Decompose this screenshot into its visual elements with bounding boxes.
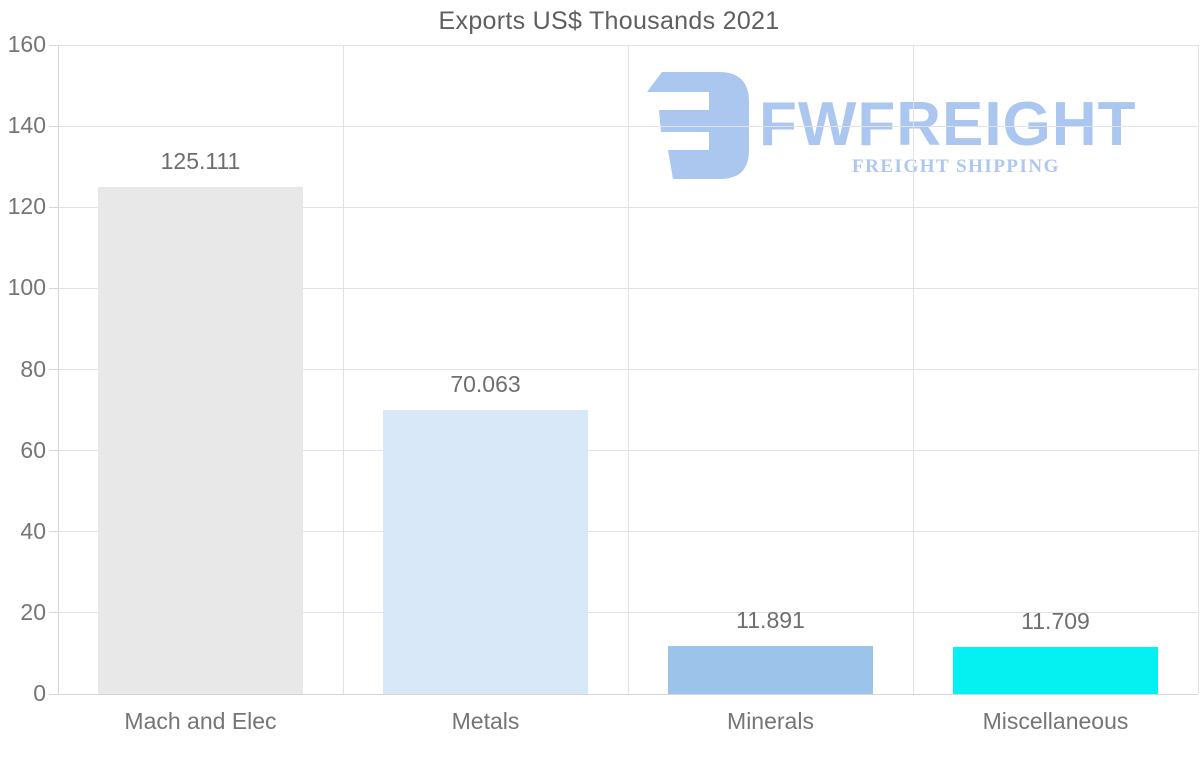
v-gridline — [1197, 45, 1199, 694]
y-tick-label: 80 — [20, 355, 46, 382]
logo-brand-text: FWFREIGHT — [759, 90, 1137, 159]
y-axis-line — [57, 45, 59, 694]
fwfreight-logo: FWFREIGHT FREIGHT SHIPPING — [645, 70, 1155, 185]
y-tick-mark — [49, 125, 58, 127]
y-tick-label: 40 — [20, 517, 46, 544]
y-tick-mark — [49, 206, 58, 208]
bar-mach-and-elec — [98, 186, 303, 694]
bar-value-label: 11.891 — [736, 606, 805, 633]
y-tick-label: 160 — [7, 31, 46, 57]
bar-minerals — [668, 645, 873, 694]
bar-value-label: 11.709 — [1021, 607, 1090, 634]
x-category-label: Miscellaneous — [982, 708, 1129, 734]
y-tick-mark — [49, 369, 58, 370]
y-tick-label: 60 — [20, 436, 46, 463]
y-tick-label: 20 — [20, 598, 46, 625]
chart-title: Exports US$ Thousands 2021 — [438, 7, 780, 35]
mirrored-e-freight-icon — [647, 72, 749, 179]
v-gridline — [342, 45, 344, 694]
x-category-label: Minerals — [727, 708, 814, 734]
y-tick-mark — [49, 287, 58, 289]
x-category-label: Mach and Elec — [124, 708, 277, 734]
bar-value-label: 125.111 — [160, 147, 241, 174]
y-tick-label: 140 — [7, 112, 46, 139]
v-gridline — [627, 45, 629, 694]
y-tick-mark — [49, 44, 58, 46]
y-tick-mark — [49, 531, 58, 533]
y-tick-label: 100 — [7, 274, 46, 301]
logo-tagline-text: FREIGHT SHIPPING — [852, 156, 1060, 177]
bar-metals — [383, 409, 588, 694]
y-tick-label: 0 — [33, 680, 46, 706]
y-tick-mark — [49, 450, 58, 452]
y-tick-mark — [49, 612, 58, 614]
bar-miscellaneous — [953, 646, 1158, 694]
x-axis-line — [49, 693, 1198, 695]
x-category-label: Metals — [451, 708, 520, 734]
bar-value-label: 70.063 — [450, 370, 521, 397]
y-tick-label: 120 — [7, 193, 46, 220]
v-gridline — [912, 45, 914, 694]
